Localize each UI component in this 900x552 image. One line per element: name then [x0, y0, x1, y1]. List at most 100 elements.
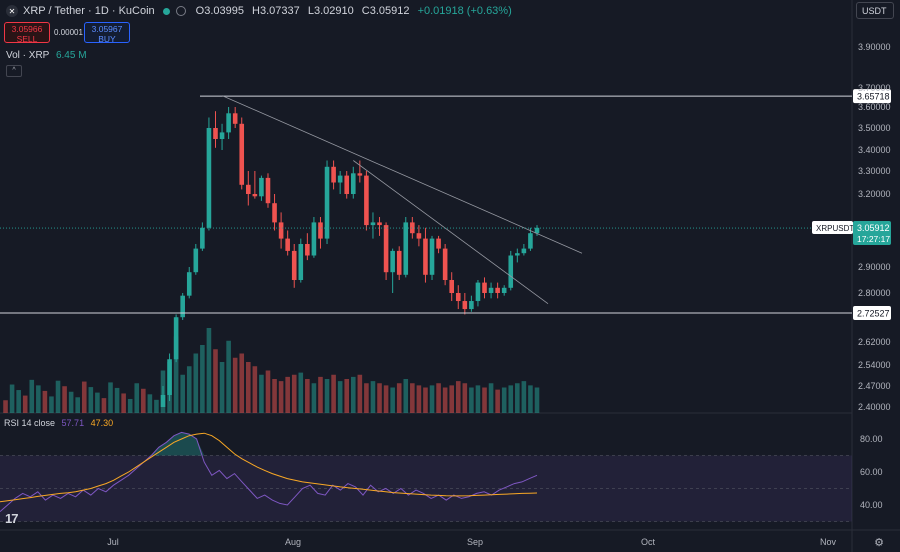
- volume-bar: [186, 366, 192, 413]
- candle-body: [501, 287, 507, 293]
- volume-bar: [475, 385, 481, 413]
- candle-body: [180, 295, 185, 318]
- candle-body: [455, 293, 461, 302]
- level-label: 2.72527: [857, 309, 890, 319]
- ohlc-open: O3.03995: [195, 5, 244, 17]
- price-tick-label: 2.90000: [858, 262, 891, 272]
- volume-bar: [482, 387, 487, 413]
- last-price-value: 3.05912: [857, 223, 890, 233]
- candle-body: [305, 244, 310, 256]
- volume-bar: [383, 385, 389, 413]
- volume-bar: [68, 391, 74, 413]
- volume-bar: [344, 379, 350, 413]
- candle-body: [337, 175, 343, 183]
- symbol-title[interactable]: XRP / Tether · 1D · KuCoin: [23, 5, 155, 17]
- candle-body: [370, 222, 376, 226]
- volume-bar: [3, 400, 8, 413]
- volume-bar: [226, 340, 231, 413]
- ohlc-readout: O3.03995 H3.07337 L3.02910 C3.05912 +0.0…: [196, 5, 512, 17]
- time-tick-label: Nov: [820, 537, 837, 547]
- volume-bar: [449, 385, 454, 413]
- ohlc-high: H3.07337: [252, 5, 300, 17]
- rsi-overbought-fill: [151, 432, 205, 456]
- price-tick-label: 2.80000: [858, 288, 891, 298]
- candle-body: [423, 238, 428, 275]
- rsi-label: RSI 14 close: [4, 418, 56, 428]
- volume-bar: [49, 396, 54, 413]
- price-tick-label: 3.90000: [858, 42, 891, 52]
- candle-body: [390, 250, 395, 273]
- volume-bar: [469, 387, 474, 413]
- rsi-value: 57.71: [61, 418, 85, 428]
- candle-body: [291, 250, 297, 280]
- volume-bar: [515, 383, 520, 413]
- volume-legend[interactable]: Vol · XRP 6.45 M: [6, 50, 87, 61]
- sell-button[interactable]: 3.05966 SELL: [4, 22, 50, 44]
- rsi-legend[interactable]: RSI 14 close 57.71 47.30: [4, 418, 113, 428]
- level-label-bg: [853, 89, 891, 104]
- candle-body: [449, 280, 454, 293]
- symbol-header: ✕ XRP / Tether · 1D · KuCoin O3.03995 H3…: [6, 3, 512, 19]
- volume-bar: [101, 398, 107, 413]
- candle-body: [383, 225, 389, 273]
- volume-bar: [324, 379, 330, 413]
- volume-bar: [396, 383, 402, 413]
- candle-body: [311, 222, 317, 256]
- candle-body: [213, 128, 218, 139]
- candle-body: [436, 238, 441, 249]
- volume-bar: [436, 383, 441, 413]
- rsi-tick-label: 80.00: [860, 434, 883, 444]
- market-status-icon: [162, 7, 170, 15]
- candle-body: [462, 301, 468, 310]
- volume-bar: [9, 384, 15, 413]
- candle-body: [219, 132, 225, 139]
- candle-body: [475, 282, 481, 302]
- buy-button[interactable]: 3.05967 BUY: [84, 22, 130, 44]
- candle-body: [416, 233, 422, 239]
- level-label: 3.65718: [857, 92, 890, 102]
- candle-body: [160, 395, 166, 407]
- volume-bar: [22, 395, 28, 413]
- candle-countdown: 17:27:17: [857, 234, 890, 244]
- price-tick-label: 3.20000: [858, 189, 891, 199]
- symbol-tag: XRPUSDT: [816, 224, 854, 233]
- rsi-tick-label: 40.00: [860, 500, 883, 510]
- trendline-upper: [221, 95, 583, 254]
- volume-bar: [246, 362, 251, 413]
- volume-bar: [534, 387, 540, 413]
- volume-bar: [291, 374, 297, 413]
- tradingview-logo-icon[interactable]: 17: [5, 511, 19, 526]
- collapse-legend-icon[interactable]: ^: [6, 65, 22, 77]
- candle-body: [410, 222, 415, 234]
- volume-bar: [259, 374, 264, 413]
- volume-bar: [318, 376, 323, 413]
- volume-bar: [423, 387, 428, 413]
- volume-bar: [390, 387, 395, 413]
- volume-bar: [462, 383, 468, 413]
- volume-bar: [232, 357, 238, 413]
- settings-gear-icon[interactable]: ⚙: [874, 537, 884, 549]
- currency-label: USDT: [862, 6, 887, 16]
- ohlc-low: L3.02910: [307, 5, 354, 17]
- currency-select[interactable]: USDT: [856, 2, 894, 19]
- candle-body: [396, 250, 402, 275]
- buy-label: BUY: [98, 34, 116, 44]
- candle-body: [318, 222, 323, 239]
- price-tick-label: 3.50000: [858, 123, 891, 133]
- rsi-ma-line: [0, 432, 538, 503]
- candle-body: [186, 272, 192, 296]
- candle-body: [403, 222, 409, 275]
- volume-bar: [278, 381, 284, 413]
- rsi-tick-label: 60.00: [860, 467, 883, 477]
- volume-bar: [55, 380, 61, 413]
- volume-bar: [206, 328, 212, 413]
- volume-bar: [488, 383, 494, 413]
- volume-bar: [377, 383, 382, 413]
- sell-label: SELL: [16, 34, 38, 44]
- candle-body: [515, 253, 520, 256]
- volume-bar: [62, 386, 67, 413]
- candle-body: [272, 203, 277, 223]
- volume-bar: [154, 399, 159, 413]
